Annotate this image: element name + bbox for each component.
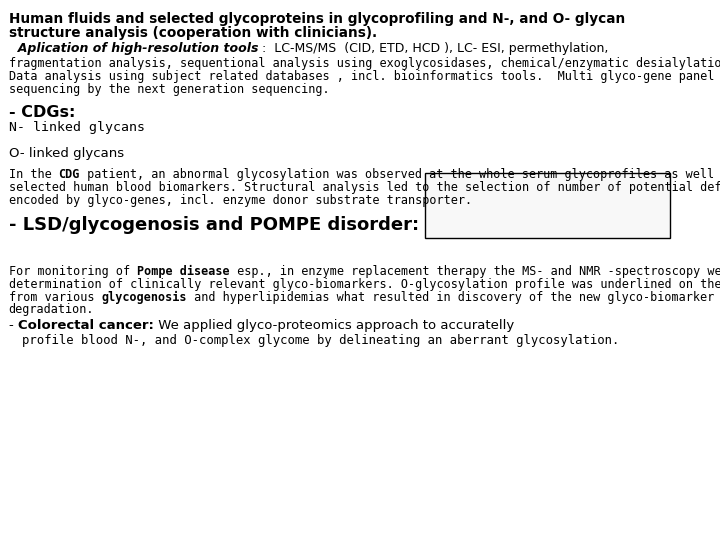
Bar [284, 97, 706, 130]
Text: and hyperlipidemias what resulted in discovery of the new glyco-biomarker in gly: and hyperlipidemias what resulted in dis… [186, 291, 720, 303]
Text: We applied glyco-proteomics approach to accuratelly: We applied glyco-proteomics approach to … [153, 319, 514, 332]
Text: fragmentation analysis, sequentional analysis using exoglycosidases, chemical/en: fragmentation analysis, sequentional ana… [9, 57, 720, 70]
Text: glycogenosis: glycogenosis [102, 291, 186, 303]
Text: sequencing by the next generation sequencing.: sequencing by the next generation sequen… [9, 83, 329, 96]
Text: Human fluids and selected glycoproteins in glycoprofiling and N-, and O- glycan: Human fluids and selected glycoproteins … [9, 12, 625, 26]
Text: - LSD/glycogenosis and POMPE disorder:: - LSD/glycogenosis and POMPE disorder: [9, 216, 419, 234]
Text: In the: In the [9, 168, 58, 181]
Bar [425, 173, 670, 238]
Text: :  LC-MS/MS  (CID, ETD, HCD ), LC- ESI, permethylation,: : LC-MS/MS (CID, ETD, HCD ), LC- ESI, pe… [258, 42, 608, 55]
Text: profile blood N-, and O-complex glycome by delineating an aberrant glycosylation: profile blood N-, and O-complex glycome … [22, 334, 619, 347]
Text: degradation.: degradation. [9, 303, 94, 316]
Text: patient, an abnormal glycosylation was observed at the whole serum glycoprofiles: patient, an abnormal glycosylation was o… [80, 168, 720, 181]
Text: For monitoring of: For monitoring of [9, 265, 137, 278]
Bar [446, 262, 706, 356]
Text: from various: from various [9, 291, 102, 303]
Text: O- linked glycans: O- linked glycans [9, 147, 124, 160]
Text: structure analysis (cooperation with clinicians).: structure analysis (cooperation with cli… [9, 26, 377, 40]
Text: Data analysis using subject related databases , incl. bioinformatics tools.  Mul: Data analysis using subject related data… [9, 70, 714, 83]
Text: encoded by glyco-genes, incl. enzyme donor substrate transporter.: encoded by glyco-genes, incl. enzyme don… [9, 194, 472, 207]
Text: determination of clinically relevant glyco-biomarkers. O-glycosylation profile w: determination of clinically relevant gly… [9, 278, 720, 291]
Text: -: - [9, 319, 17, 332]
Text: Aplication of high-resolution tools: Aplication of high-resolution tools [9, 42, 258, 55]
Text: selected human blood biomarkers. Structural analysis led to the selection of num: selected human blood biomarkers. Structu… [9, 181, 720, 194]
Text: Pompe disease: Pompe disease [137, 265, 230, 278]
Text: Colorectal cancer:: Colorectal cancer: [17, 319, 153, 332]
Text: CDG: CDG [58, 168, 80, 181]
Text: esp., in enzyme replacement therapy the MS- and NMR -spectroscopy were applied i: esp., in enzyme replacement therapy the … [230, 265, 720, 278]
Text: - CDGs:: - CDGs: [9, 105, 75, 120]
Bar [284, 134, 706, 165]
Text: N- linked glycans: N- linked glycans [9, 121, 145, 134]
